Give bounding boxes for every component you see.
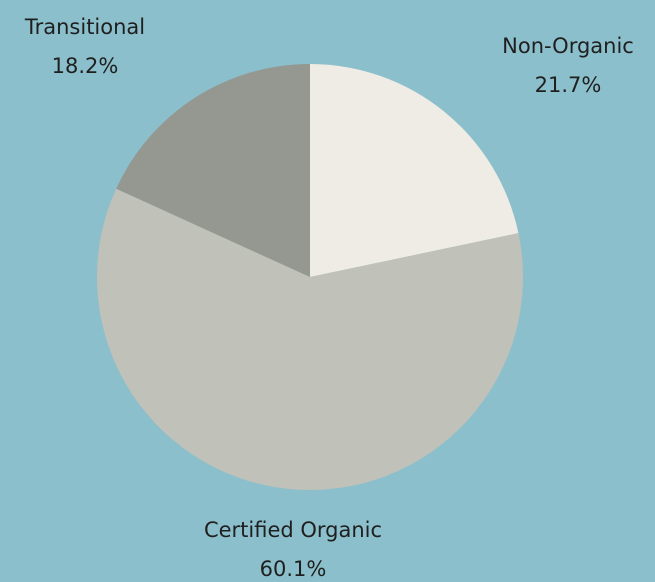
slice-value-label: 21.7%: [535, 73, 602, 97]
slice-value-label: 60.1%: [260, 557, 327, 581]
slice-label: Transitional: [24, 15, 145, 39]
pie-slice: [97, 188, 523, 490]
slice-value-label: 18.2%: [52, 54, 119, 78]
pie-slice: [116, 64, 310, 277]
slice-label: Non-Organic: [502, 34, 634, 58]
pie-slice: [310, 64, 519, 277]
slice-label: Certified Organic: [204, 518, 382, 542]
